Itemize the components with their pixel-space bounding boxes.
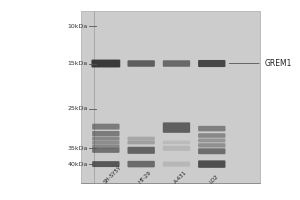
Text: 15kDa: 15kDa xyxy=(68,61,88,66)
FancyBboxPatch shape xyxy=(163,141,190,144)
FancyBboxPatch shape xyxy=(163,162,190,167)
Text: HT-29: HT-29 xyxy=(138,170,152,185)
FancyBboxPatch shape xyxy=(198,60,226,67)
Text: 35kDa: 35kDa xyxy=(67,146,88,151)
Text: A-431: A-431 xyxy=(173,170,188,185)
FancyBboxPatch shape xyxy=(92,144,119,148)
Text: 40kDa: 40kDa xyxy=(67,162,88,167)
FancyBboxPatch shape xyxy=(128,147,155,154)
FancyBboxPatch shape xyxy=(92,161,119,167)
Text: LO2: LO2 xyxy=(208,174,219,185)
FancyBboxPatch shape xyxy=(163,60,190,67)
FancyBboxPatch shape xyxy=(92,136,119,140)
FancyBboxPatch shape xyxy=(128,60,155,67)
Bar xyxy=(81,11,260,183)
Text: 25kDa: 25kDa xyxy=(67,106,88,111)
Text: SH-SY5Y: SH-SY5Y xyxy=(102,165,122,185)
Text: 10kDa: 10kDa xyxy=(68,24,88,29)
FancyBboxPatch shape xyxy=(198,143,226,148)
Text: GREM1: GREM1 xyxy=(229,59,292,68)
FancyBboxPatch shape xyxy=(92,60,120,67)
FancyBboxPatch shape xyxy=(198,148,226,154)
FancyBboxPatch shape xyxy=(92,148,119,153)
FancyBboxPatch shape xyxy=(198,138,226,142)
FancyBboxPatch shape xyxy=(163,146,190,151)
FancyBboxPatch shape xyxy=(92,124,119,130)
FancyBboxPatch shape xyxy=(128,137,155,140)
FancyBboxPatch shape xyxy=(198,126,226,131)
FancyBboxPatch shape xyxy=(92,141,119,144)
FancyBboxPatch shape xyxy=(198,160,226,168)
FancyBboxPatch shape xyxy=(198,133,226,138)
FancyBboxPatch shape xyxy=(92,131,119,136)
FancyBboxPatch shape xyxy=(163,122,190,133)
FancyBboxPatch shape xyxy=(128,161,155,167)
FancyBboxPatch shape xyxy=(128,140,155,144)
